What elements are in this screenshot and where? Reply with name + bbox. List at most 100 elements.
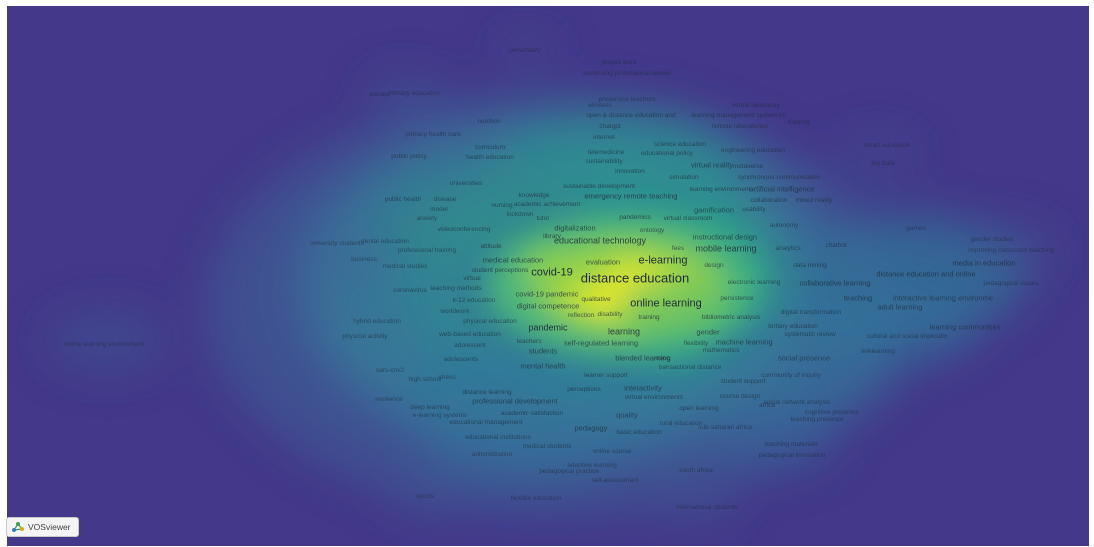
keyword-qualitative[interactable]: qualitative: [581, 297, 610, 304]
keyword-primary-health-care[interactable]: primary health care: [405, 132, 461, 139]
keyword-medical-studies[interactable]: medical studies: [383, 264, 428, 271]
keyword-tertiary-education[interactable]: tertiary education: [768, 324, 818, 331]
keyword-attitude[interactable]: attitude: [480, 244, 501, 251]
keyword-learner-support[interactable]: learner support: [584, 373, 628, 380]
density-visualization[interactable]: distance education online learning e-learn…: [7, 6, 1089, 546]
keyword-primary-education[interactable]: primary education: [388, 91, 440, 98]
keyword-high-school[interactable]: high school: [409, 377, 442, 384]
keyword-educational-institutions[interactable]: educational institutions: [465, 435, 531, 442]
keyword-teaching[interactable]: teaching: [844, 294, 872, 302]
keyword-remote-laboratories[interactable]: remote laboratories: [712, 124, 768, 131]
keyword-games[interactable]: games: [906, 226, 926, 233]
keyword-south-africa[interactable]: south africa: [679, 468, 713, 475]
vosviewer-logo[interactable]: VOSviewer: [6, 517, 79, 537]
keyword-e-learning-systems[interactable]: e-learning systems: [413, 413, 468, 420]
keyword-analytics[interactable]: analytics: [775, 246, 800, 253]
keyword-smart-education[interactable]: smart education: [864, 143, 910, 150]
keyword-professional-development[interactable]: professional development: [472, 397, 557, 405]
keyword-medical-education[interactable]: medical education: [483, 256, 543, 264]
keyword-pedagogical-innovation[interactable]: pedagogical innovation: [759, 453, 826, 460]
keyword-training[interactable]: training: [638, 315, 659, 322]
keyword-emergency-remote-teaching[interactable]: emergency remote teaching: [585, 192, 678, 200]
keyword-telemedicine[interactable]: telemedicine: [588, 150, 625, 157]
keyword-innovation[interactable]: innovation: [615, 169, 645, 176]
keyword-distance-education[interactable]: distance education: [581, 272, 689, 285]
keyword-online-learning-environment[interactable]: online learning environment: [64, 342, 144, 349]
keyword-artificial-intelligence[interactable]: artificial intelligence: [749, 185, 814, 193]
keyword-stress[interactable]: stress: [438, 375, 455, 382]
keyword-online-learning[interactable]: online learning: [630, 299, 702, 310]
keyword-chatgpt[interactable]: chatgpt: [599, 124, 620, 131]
keyword-public-policy[interactable]: public policy: [391, 154, 426, 161]
keyword-chatbot[interactable]: chatbot: [825, 243, 846, 250]
keyword-digitalization[interactable]: digitalization: [554, 224, 595, 232]
keyword-mobile-learning[interactable]: mobile learning: [695, 245, 756, 254]
keyword-evaluation[interactable]: evaluation: [586, 258, 620, 266]
keyword-perceptions[interactable]: perceptions: [567, 387, 601, 394]
keyword-engineering-education[interactable]: engineering education: [721, 148, 785, 155]
keyword-sports[interactable]: sports: [416, 494, 434, 501]
keyword-model[interactable]: model: [430, 207, 448, 214]
keyword-metaverse[interactable]: metaverse: [733, 164, 763, 171]
keyword-self-regulated-learning[interactable]: self-regulated learning: [564, 339, 638, 347]
keyword-internet[interactable]: internet: [593, 135, 615, 142]
keyword-health-education[interactable]: health education: [466, 155, 514, 162]
keyword-medical-students[interactable]: medical students: [523, 444, 572, 451]
keyword-library[interactable]: library: [543, 234, 561, 241]
keyword-collaborative-learning[interactable]: collaborative learning: [800, 279, 871, 287]
keyword-data-mining[interactable]: data mining: [793, 263, 827, 270]
keyword-professional-training[interactable]: professional training: [398, 248, 456, 255]
keyword-sustainable-development[interactable]: sustainable development: [563, 184, 635, 191]
keyword-coronavirus[interactable]: coronavirus: [393, 288, 427, 295]
keyword-community-of-inquiry[interactable]: community of inquiry: [761, 373, 821, 380]
keyword-digital-transformation[interactable]: digital transformation: [781, 310, 841, 317]
keyword-online-course[interactable]: online course: [593, 449, 632, 456]
keyword-learning-environment[interactable]: learning environment: [690, 187, 751, 194]
keyword-pedagogy[interactable]: pedagogy: [575, 424, 608, 432]
keyword-continuing-professional-develo[interactable]: continuing professional develo: [583, 71, 670, 78]
keyword-k-12-education[interactable]: k-12 education: [453, 298, 496, 305]
keyword-student-support[interactable]: student support: [721, 379, 766, 386]
keyword-adult-learning[interactable]: adult learning: [877, 303, 922, 311]
keyword-lockdown[interactable]: lockdown: [506, 212, 533, 219]
keyword-usability[interactable]: usability: [742, 207, 765, 214]
keyword-open-learning[interactable]: open learning: [679, 406, 718, 413]
keyword-virtual[interactable]: virtual: [463, 276, 480, 283]
keyword-mathematics[interactable]: mathematics: [703, 348, 740, 355]
keyword-physical-activity[interactable]: physical activity: [342, 334, 387, 341]
keyword-social-network-analysis[interactable]: social network analysis: [764, 400, 830, 407]
keyword-media-in-education[interactable]: media in education: [953, 259, 1016, 267]
keyword-pedagogical-practice[interactable]: pedagogical practice: [539, 469, 599, 476]
keyword-teaching-methods[interactable]: teaching methods: [430, 286, 481, 293]
keyword-improving-classroom-teaching[interactable]: improving classroom teaching: [968, 248, 1054, 255]
keyword-design[interactable]: design: [704, 263, 723, 270]
keyword-teachers[interactable]: teachers: [517, 339, 542, 346]
keyword-learning-communities[interactable]: learning communities: [930, 323, 1001, 331]
keyword-adaptive-learning[interactable]: adaptive learning: [567, 463, 617, 470]
keyword-gamification[interactable]: gamification: [694, 206, 734, 214]
keyword-administration[interactable]: administration: [472, 452, 512, 459]
keyword-gender-studies[interactable]: gender studies: [971, 237, 1014, 244]
keyword-teaching-materials[interactable]: teaching materials: [765, 442, 818, 449]
keyword-flexible-education[interactable]: flexible education: [511, 496, 561, 503]
keyword-project-work[interactable]: project work: [601, 60, 636, 67]
keyword-academic-achievement[interactable]: academic achievement: [514, 202, 580, 209]
keyword-mental-health[interactable]: mental health: [520, 362, 565, 370]
keyword-public-health[interactable]: public health: [385, 197, 422, 204]
keyword-simulation[interactable]: simulation: [669, 175, 698, 182]
keyword-mixed-reality[interactable]: mixed reality: [796, 198, 832, 205]
keyword-international-students[interactable]: international students: [676, 505, 738, 512]
keyword-bibliometric-analysis[interactable]: bibliometric analysis: [702, 315, 760, 322]
keyword-tutoring[interactable]: tutoring: [788, 120, 810, 127]
keyword-personality[interactable]: personality: [509, 48, 540, 55]
keyword-worldwork[interactable]: worldwork: [440, 309, 469, 316]
keyword-sars-cov2[interactable]: sars-cov2: [376, 368, 404, 375]
keyword-machine-learning[interactable]: machine learning: [715, 338, 772, 346]
keyword-self-assessment[interactable]: self-assessment: [592, 478, 639, 485]
keyword-web-based-education[interactable]: web-based education: [439, 332, 501, 339]
keyword-virtual-environments[interactable]: virtual environments: [625, 395, 683, 402]
keyword-fees[interactable]: fees: [672, 246, 684, 253]
keyword-covid-19-pandemic[interactable]: covid-19 pandemic: [516, 290, 579, 298]
keyword-open-distance-education-and[interactable]: open & distance education and: [586, 113, 675, 120]
keyword-physical-education[interactable]: physical education: [463, 319, 516, 326]
